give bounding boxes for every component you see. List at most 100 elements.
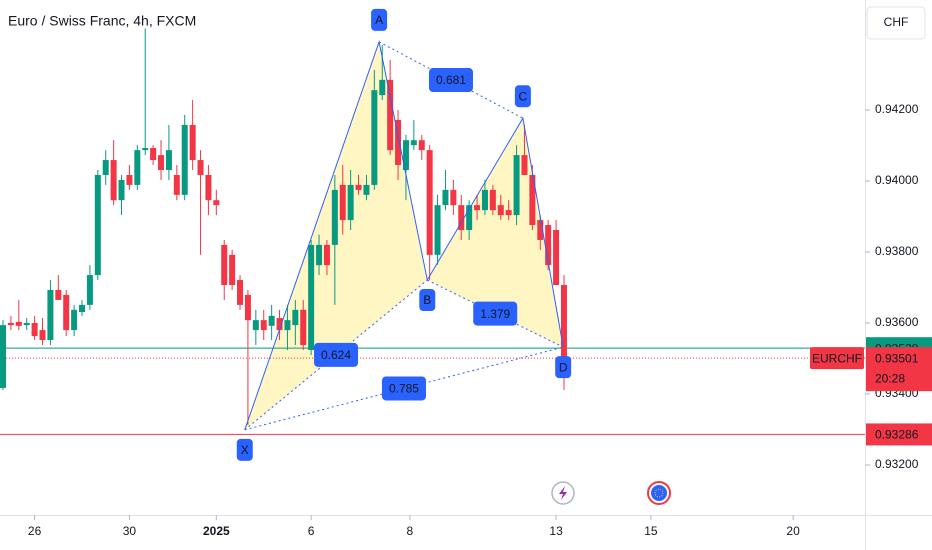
price-label: 0.93501 — [875, 351, 919, 365]
chart-title: Euro / Swiss Franc, 4h, FXCM — [8, 13, 196, 29]
candle-body — [426, 150, 433, 255]
candle-body — [418, 140, 425, 151]
candle-body — [545, 225, 552, 266]
ratio-label: 0.681 — [436, 73, 466, 87]
candle-body — [339, 184, 346, 221]
candle-body — [521, 155, 528, 175]
candle-body — [31, 322, 38, 337]
ratio-label: 0.785 — [389, 382, 419, 396]
symbol-label: EURCHF — [812, 351, 862, 365]
candle-body — [47, 289, 54, 341]
candle-body — [474, 205, 481, 211]
y-tick-label: 0.94200 — [875, 102, 919, 116]
candle-body — [466, 205, 473, 230]
point-box — [371, 8, 388, 31]
point-box — [236, 438, 253, 461]
candle-body — [308, 244, 315, 350]
candle-body — [260, 320, 267, 331]
price-label-box — [866, 347, 932, 392]
candle-body — [158, 155, 165, 171]
candle-body — [63, 294, 70, 331]
candle-body — [150, 148, 157, 161]
x-tick-label: 13 — [549, 524, 563, 538]
candle-body — [165, 150, 172, 171]
ratio-box — [381, 376, 426, 401]
candle-body — [395, 119, 402, 166]
candle-body — [71, 309, 78, 331]
candle-body — [237, 280, 244, 305]
candle-body — [347, 184, 354, 221]
candle-body — [402, 140, 409, 171]
point-box — [419, 289, 436, 312]
pattern-fill — [427, 118, 564, 348]
candle-body — [276, 318, 283, 331]
candle-body — [23, 322, 30, 326]
candle-body — [450, 189, 457, 206]
candle-body — [300, 309, 307, 345]
candle-body — [173, 174, 180, 195]
candle-body — [221, 244, 228, 286]
candle-body — [323, 244, 330, 266]
candle-body — [55, 289, 62, 300]
point-label: D — [559, 360, 568, 374]
candle-body — [316, 244, 323, 266]
candle-body — [268, 315, 275, 326]
candle-body — [197, 160, 204, 175]
candle-body — [118, 179, 125, 201]
currency-label[interactable]: CHF — [884, 15, 909, 29]
ratio-label: 1.379 — [480, 307, 510, 321]
candle-body — [489, 189, 496, 211]
x-tick-label: 8 — [407, 524, 414, 538]
candle-body — [537, 220, 544, 240]
candle-body — [481, 189, 488, 211]
y-tick-label: 0.94000 — [875, 173, 919, 187]
plot-layer: 0.624 0.681 1.379 0.785 X A B C D — [0, 8, 865, 461]
candle-body — [505, 210, 512, 216]
candle-body — [355, 184, 362, 190]
candle-body — [181, 124, 188, 195]
x-tick-label: 15 — [644, 524, 658, 538]
point-box — [514, 85, 531, 108]
x-tick-label: 26 — [28, 524, 42, 538]
point-label: A — [375, 13, 383, 27]
candle-body — [86, 275, 93, 305]
x-tick-label: 6 — [308, 524, 315, 538]
candle-body — [142, 148, 149, 151]
currency-button[interactable] — [866, 6, 926, 40]
candle-body — [513, 155, 520, 216]
candle-body — [410, 140, 417, 146]
candle-body — [292, 309, 299, 326]
candle-body — [379, 79, 386, 96]
candle-body — [363, 184, 370, 195]
candle-body — [79, 304, 86, 312]
point-label: B — [423, 293, 431, 307]
candle-body — [371, 90, 378, 185]
ratio-label: 0.624 — [321, 348, 351, 362]
candle-body — [497, 205, 504, 216]
candle-body — [7, 322, 14, 326]
ratio-box — [473, 301, 518, 326]
y-tick-label: 0.93600 — [875, 315, 919, 329]
y-tick-label: 0.93200 — [875, 457, 919, 471]
candle-body — [331, 189, 338, 245]
candle-body — [442, 189, 449, 206]
y-tick-label: 0.93800 — [875, 244, 919, 258]
candle-body — [15, 321, 22, 326]
lightning-icon[interactable] — [551, 481, 575, 505]
candle-body — [205, 174, 212, 201]
candle-body — [94, 174, 101, 276]
candle-body — [189, 124, 196, 161]
x-tick-label: 20 — [786, 524, 800, 538]
candle-body — [529, 174, 536, 226]
point-box — [555, 356, 572, 379]
point-label: X — [241, 443, 249, 457]
flag-icon[interactable] — [647, 481, 671, 505]
candle-body — [126, 174, 133, 185]
price-label-box — [866, 423, 932, 446]
candle-body — [387, 79, 394, 151]
price-label: 0.93286 — [875, 428, 919, 442]
candle-body — [213, 200, 220, 206]
candle-body — [229, 254, 236, 286]
